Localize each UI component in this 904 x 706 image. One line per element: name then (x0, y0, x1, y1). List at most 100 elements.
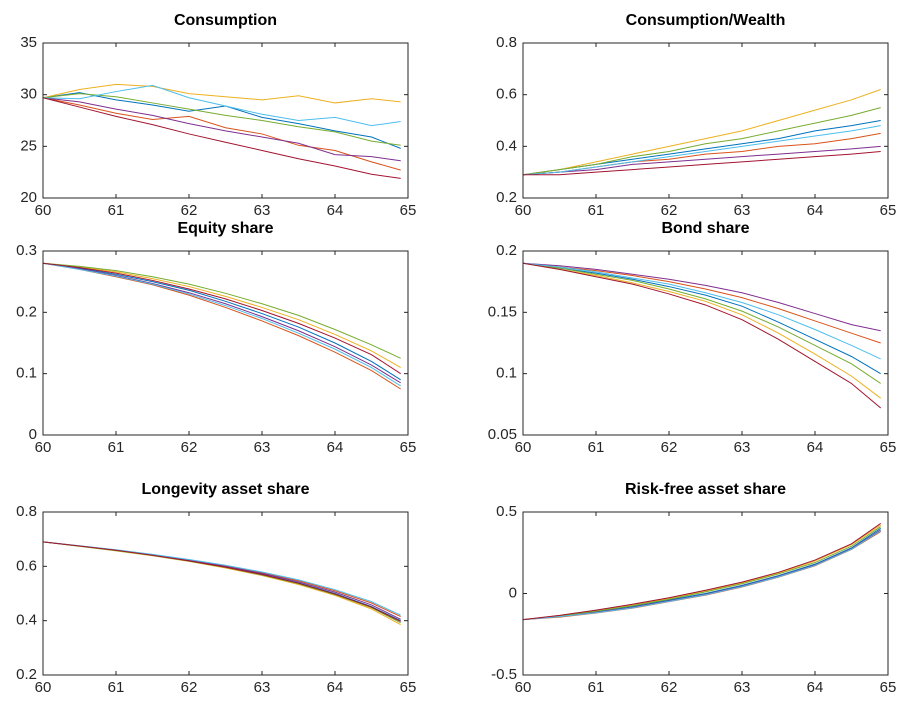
y-tick-label: 20 (20, 189, 37, 206)
line (42, 83, 401, 104)
axes-box (522, 250, 889, 436)
y-tick-label: 0.3 (16, 242, 37, 259)
x-tick-label: 63 (254, 679, 271, 696)
x-tick-label: 65 (880, 202, 897, 219)
y-tick-label: 0.5 (496, 503, 517, 520)
y-tick-label: 0 (509, 584, 517, 601)
y-tick-label: 0.8 (16, 503, 37, 520)
x-tick-label: 60 (35, 202, 52, 219)
x-tick-label: 65 (400, 679, 417, 696)
x-tick-label: 63 (734, 679, 751, 696)
y-tick-label: 35 (20, 34, 37, 51)
x-tick-label: 63 (254, 439, 271, 456)
y-tick-label: 0.15 (488, 303, 517, 320)
y-tick-label: 0.4 (496, 137, 517, 154)
y-tick-label: 0.1 (496, 365, 517, 382)
line (42, 97, 401, 162)
x-tick-label: 65 (880, 439, 897, 456)
line (42, 97, 401, 171)
x-tick-label: 61 (588, 679, 605, 696)
line (42, 93, 401, 146)
x-tick-label: 60 (35, 439, 52, 456)
axes-background (43, 251, 408, 435)
x-tick-label: 64 (327, 439, 344, 456)
line (42, 262, 401, 368)
line (522, 89, 881, 176)
x-tick-label: 65 (880, 679, 897, 696)
axes-box (42, 42, 409, 199)
x-tick-label: 62 (661, 679, 678, 696)
line (522, 262, 882, 409)
y-tick-label: 0.2 (16, 303, 37, 320)
line (42, 262, 401, 381)
chart-title: Bond share (661, 220, 749, 237)
x-tick-label: 62 (661, 439, 678, 456)
x-tick-label: 61 (108, 439, 125, 456)
line (522, 522, 881, 621)
line (522, 262, 881, 332)
line (522, 125, 881, 176)
x-tick-label: 60 (515, 679, 532, 696)
x-tick-label: 61 (588, 202, 605, 219)
axes-background (43, 512, 408, 675)
x-tick-label: 64 (807, 439, 824, 456)
axes-background (523, 251, 888, 435)
x-tick-label: 61 (108, 202, 125, 219)
line (523, 151, 881, 176)
x-tick-label: 63 (734, 439, 751, 456)
y-tick-label: 25 (20, 137, 37, 154)
x-tick-label: 62 (661, 202, 678, 219)
y-tick-label: 0.2 (496, 189, 517, 206)
chart-title: Consumption (174, 12, 277, 29)
line (522, 145, 881, 176)
line (42, 262, 401, 359)
axes-box (522, 42, 889, 199)
line (522, 262, 882, 399)
y-tick-label: 0.4 (16, 612, 37, 629)
y-tick-label: 0.6 (496, 86, 517, 103)
axes-background (523, 43, 888, 198)
y-tick-label: -0.5 (491, 666, 517, 683)
x-tick-label: 62 (181, 679, 198, 696)
x-tick-label: 61 (108, 679, 125, 696)
line (522, 530, 881, 621)
line (42, 97, 401, 179)
line (42, 262, 401, 387)
x-tick-label: 64 (807, 202, 824, 219)
line (522, 107, 881, 176)
line (42, 541, 401, 622)
y-tick-label: 0.6 (16, 557, 37, 574)
y-tick-label: 0.2 (496, 242, 517, 259)
y-tick-label: 0.1 (16, 365, 37, 382)
line (42, 84, 401, 127)
x-tick-label: 61 (588, 439, 605, 456)
x-tick-label: 62 (181, 439, 198, 456)
x-tick-label: 60 (515, 439, 532, 456)
x-tick-label: 62 (181, 202, 198, 219)
y-tick-label: 0.2 (16, 666, 37, 683)
line (522, 526, 881, 621)
axes-background (43, 43, 408, 198)
x-tick-label: 64 (327, 679, 344, 696)
x-tick-label: 63 (254, 202, 271, 219)
axes-box (42, 250, 409, 436)
line (522, 262, 881, 360)
axes-box (42, 511, 409, 676)
x-tick-label: 63 (734, 202, 751, 219)
x-tick-label: 60 (515, 202, 532, 219)
chart-title: Consumption/Wealth (626, 12, 786, 29)
x-tick-label: 64 (327, 202, 344, 219)
line (42, 262, 401, 375)
y-tick-label: 0 (29, 426, 37, 443)
chart-title: Equity share (177, 220, 273, 237)
x-tick-label: 60 (35, 679, 52, 696)
line (522, 262, 881, 375)
line (522, 262, 881, 344)
x-tick-label: 65 (400, 202, 417, 219)
chart-title: Longevity asset share (141, 481, 309, 498)
x-tick-label: 64 (807, 679, 824, 696)
chart-title: Risk-free asset share (625, 481, 786, 498)
line (522, 262, 881, 384)
y-tick-label: 0.05 (488, 426, 517, 443)
